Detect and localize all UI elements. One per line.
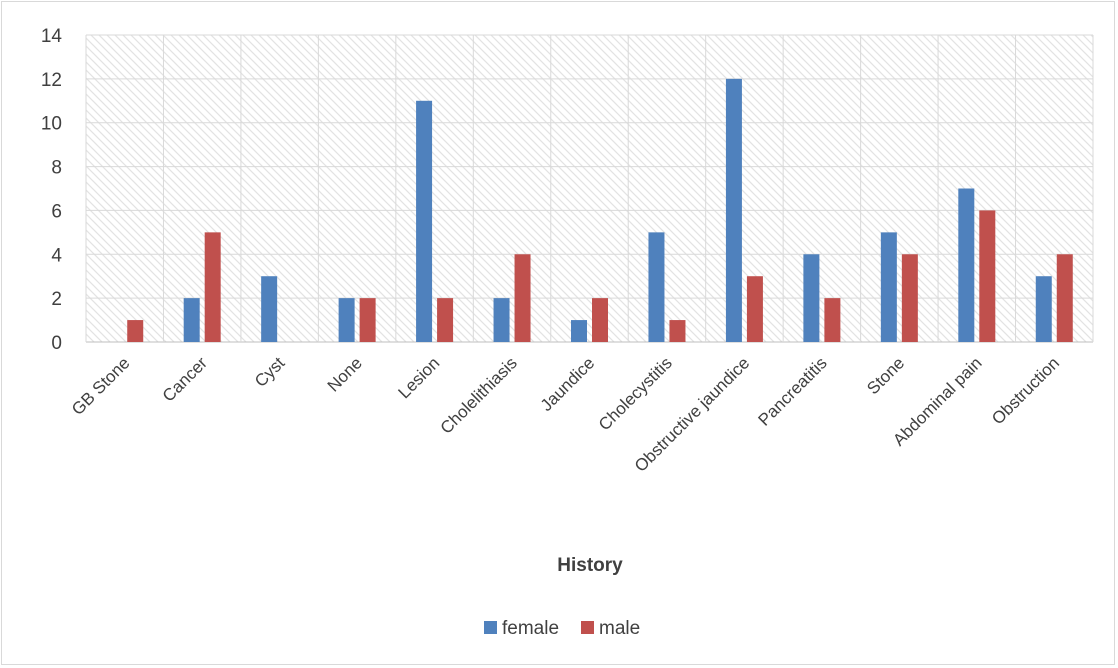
y-tick-label: 2 bbox=[51, 289, 62, 310]
bar-female bbox=[416, 100, 433, 343]
x-axis-title: History bbox=[557, 555, 623, 576]
y-tick-label: 8 bbox=[51, 158, 62, 179]
x-category-label: None bbox=[324, 353, 366, 395]
x-category-label: Jaundice bbox=[537, 353, 599, 415]
bar-female bbox=[571, 320, 587, 342]
x-category-label: Pancreatitis bbox=[754, 353, 830, 429]
bar-male bbox=[127, 320, 144, 342]
bar-male bbox=[669, 320, 686, 342]
bars bbox=[127, 78, 1073, 343]
bar-female bbox=[648, 232, 665, 342]
x-axis-categories: GB Stone Cancer Cyst None LesionCholelithias… bbox=[68, 353, 1063, 476]
y-tick-label: 0 bbox=[51, 333, 62, 354]
bar-female bbox=[493, 298, 510, 342]
bar-male bbox=[359, 298, 376, 342]
bar-male bbox=[979, 210, 996, 342]
y-tick-label: 6 bbox=[51, 201, 62, 222]
y-axis-ticks: 0 2 4 6 8 10 12 14 bbox=[41, 26, 63, 354]
bar-male bbox=[901, 254, 918, 342]
bar-female bbox=[1035, 276, 1052, 342]
bar-female bbox=[338, 298, 355, 342]
x-category-label: Lesion bbox=[395, 353, 444, 402]
bar-male bbox=[1056, 254, 1073, 342]
bar-male bbox=[824, 298, 841, 342]
x-category-label: Cholelithiasis bbox=[437, 353, 521, 437]
x-category-label: Obstruction bbox=[988, 353, 1063, 428]
legend-label-male: male bbox=[599, 618, 640, 639]
y-tick-label: 12 bbox=[41, 70, 62, 91]
y-tick-label: 14 bbox=[41, 26, 63, 47]
bar-female bbox=[803, 254, 820, 342]
bar-female bbox=[261, 276, 278, 342]
bar-female bbox=[958, 188, 975, 342]
x-category-label: Cholecystitis bbox=[595, 353, 676, 434]
bar-male bbox=[514, 254, 531, 342]
x-category-label: GB Stone bbox=[68, 353, 134, 419]
plot-area bbox=[86, 35, 1093, 342]
gridlines bbox=[85, 34, 1094, 343]
x-category-label: Cancer bbox=[159, 353, 211, 405]
bar-female bbox=[183, 298, 200, 342]
bar-male bbox=[204, 232, 221, 342]
legend-swatch-female bbox=[484, 621, 497, 634]
legend-swatch-male bbox=[581, 621, 594, 634]
y-tick-label: 10 bbox=[41, 114, 62, 135]
bar-male bbox=[437, 298, 454, 342]
legend: female male bbox=[484, 618, 640, 639]
x-category-label: Stone bbox=[863, 353, 908, 398]
y-tick-label: 4 bbox=[51, 245, 62, 266]
bar-male bbox=[592, 298, 608, 342]
bar-male bbox=[746, 276, 763, 342]
legend-label-female: female bbox=[502, 618, 559, 639]
x-category-label: Cyst bbox=[251, 353, 289, 391]
bar-female bbox=[880, 232, 897, 342]
bar-female bbox=[725, 78, 742, 342]
